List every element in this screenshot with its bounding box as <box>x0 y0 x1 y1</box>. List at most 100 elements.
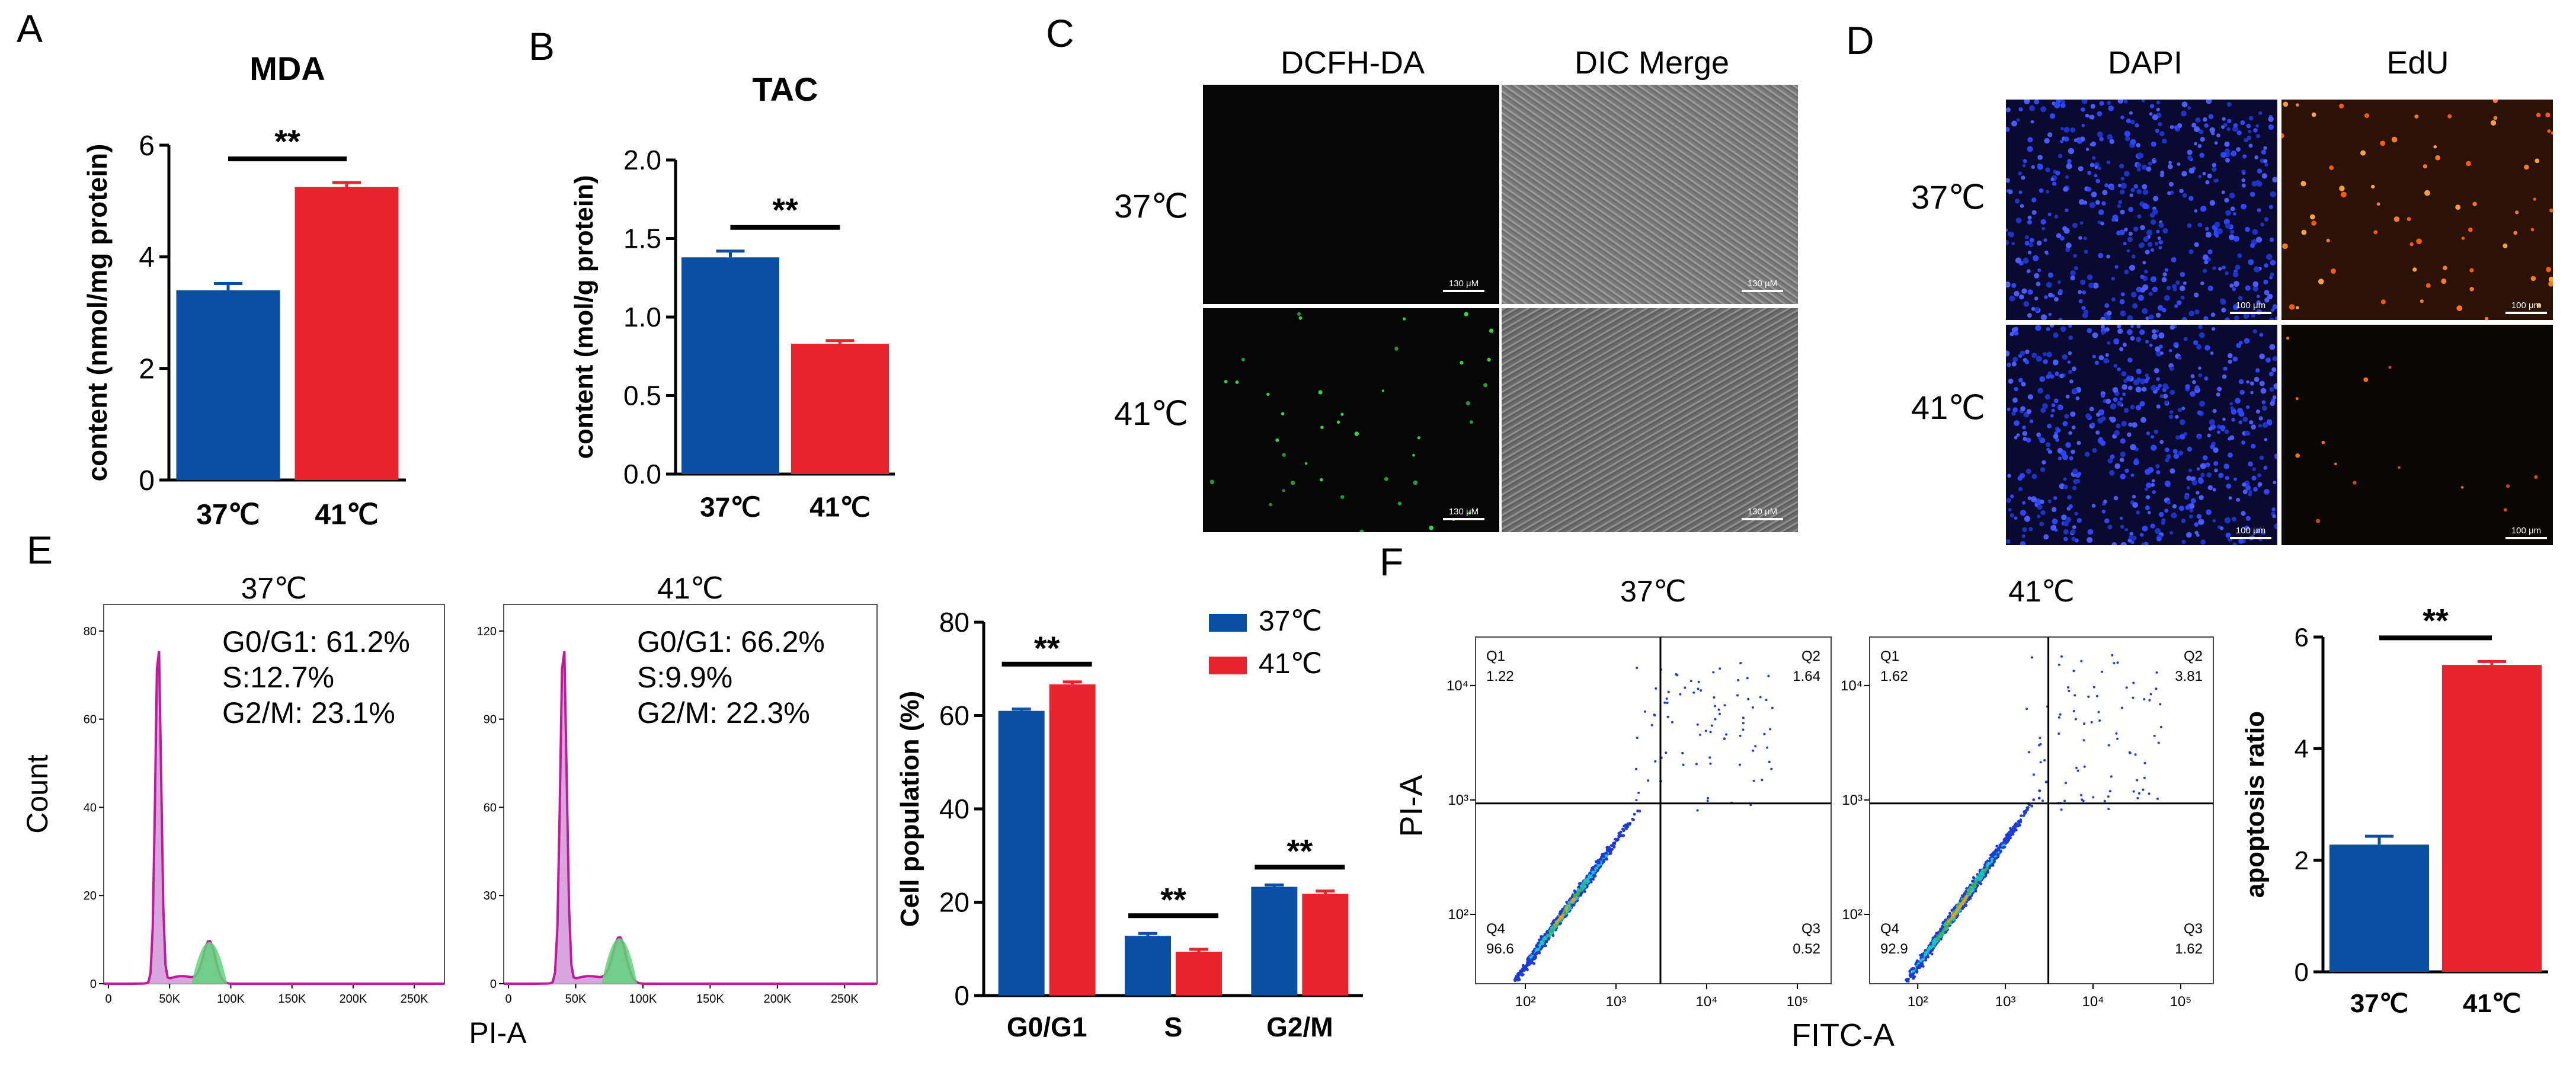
cell-dot <box>2238 420 2242 424</box>
cell-dot <box>2107 341 2111 345</box>
cell-dot <box>2024 241 2030 246</box>
flow-event-dot <box>2017 820 2020 823</box>
cell-dot <box>2031 306 2036 311</box>
cell-dot <box>2043 359 2048 364</box>
cell-dot <box>1465 401 1470 406</box>
cell-dot <box>2043 352 2047 356</box>
cell-dot <box>2063 536 2068 542</box>
cell-dot <box>2321 440 2325 444</box>
cell-dot <box>2006 126 2010 132</box>
cell-dot <box>2137 214 2142 219</box>
cell-dot <box>2269 387 2274 392</box>
cell-dot <box>2037 388 2044 394</box>
cell-dot <box>2530 276 2536 281</box>
flow-event-dot <box>2116 661 2119 664</box>
cell-dot <box>2407 217 2411 221</box>
cell-dot <box>2388 366 2392 369</box>
flow-event-dot <box>2063 799 2066 802</box>
flow-event-dot <box>2081 798 2084 801</box>
flow-event-dot <box>2090 721 2093 724</box>
legend-swatch <box>1209 657 1247 674</box>
flow-event-dot <box>1697 687 1700 690</box>
flow-event-dot <box>1706 799 1709 802</box>
flow-event-dot <box>1589 878 1592 881</box>
cell-dot <box>2272 514 2276 519</box>
flow-event-dot <box>1932 942 1936 945</box>
cell-dot <box>2380 299 2386 305</box>
cell-dot <box>2197 435 2201 440</box>
cell-dot <box>2120 438 2126 444</box>
cell-dot <box>2136 143 2140 148</box>
cell-dot <box>2023 301 2030 307</box>
flow-event-dot <box>1619 833 1622 837</box>
cell-dot <box>2060 236 2065 241</box>
cell-dot <box>2221 190 2225 194</box>
flow-event-dot <box>1519 972 1522 975</box>
flow-event-dot <box>2025 708 2028 711</box>
flow-event-dot <box>1602 859 1606 862</box>
flow-event-dot <box>1516 978 1520 981</box>
flow-event-dot <box>1940 933 1943 936</box>
flow-event-dot <box>1608 852 1611 856</box>
x-tick-label: 10³ <box>1995 994 2016 1010</box>
cell-dot <box>2273 481 2277 485</box>
cell-dot <box>2259 380 2265 386</box>
cell-dot <box>2224 517 2231 524</box>
cell-dot <box>2196 491 2200 495</box>
flow-event-dot <box>1997 848 2001 852</box>
flow-event-dot <box>1739 763 1741 766</box>
cell-dot <box>2040 510 2046 516</box>
panel-d-dapi-37-image: 100 μm <box>2006 100 2277 320</box>
cell-dot <box>2011 283 2017 288</box>
flow-event-dot <box>1948 914 1951 918</box>
cell-cycle-stat: G2/M: 22.3% <box>637 696 810 729</box>
cell-dot <box>2232 542 2237 545</box>
quadrant-name: Q2 <box>2184 648 2203 664</box>
cell-dot <box>2128 423 2133 427</box>
flow-event-dot <box>1983 863 1986 866</box>
cell-dot <box>2330 268 2336 274</box>
cell-dot <box>2109 470 2115 476</box>
cell-dot <box>2036 432 2041 437</box>
flow-event-dot <box>1563 911 1567 914</box>
flow-event-dot <box>1999 850 2002 853</box>
cell-dot <box>2074 538 2079 543</box>
cell-dot <box>2076 440 2081 445</box>
flow-event-dot <box>1908 970 1912 973</box>
cell-dot <box>2549 208 2553 213</box>
flow-event-dot <box>1689 680 1692 683</box>
flow-event-dot <box>2008 834 2012 837</box>
cell-dot <box>2152 159 2156 164</box>
cell-dot <box>2261 400 2266 405</box>
cell-dot <box>2140 274 2145 279</box>
cell-dot <box>2116 423 2121 428</box>
flow-event-dot <box>1516 975 1519 978</box>
cell-dot <box>2123 408 2129 413</box>
cell-dot <box>2194 292 2199 297</box>
cell-dot <box>2151 141 2156 147</box>
cell-dot <box>2144 379 2149 383</box>
cell-dot <box>2145 340 2149 344</box>
flow-event-dot <box>2157 741 2160 744</box>
cell-dot <box>2158 246 2162 249</box>
x-tick-label: 10³ <box>1606 994 1627 1010</box>
cell-dot <box>2210 444 2215 450</box>
cell-dot <box>2213 231 2219 236</box>
cell-dot <box>2248 116 2254 121</box>
cell-dot <box>2269 237 2274 242</box>
cell-dot <box>2097 417 2104 424</box>
flow-event-dot <box>1752 779 1755 782</box>
cell-dot <box>2130 325 2134 328</box>
cell-dot <box>1320 478 1323 482</box>
flow-event-dot <box>1572 898 1576 901</box>
y-tick-label: 10³ <box>1448 792 1468 808</box>
cell-dot <box>2050 325 2055 328</box>
cell-dot <box>2046 374 2051 379</box>
cell-dot <box>2137 167 2141 172</box>
cell-dot <box>1281 412 1285 415</box>
cell-dot <box>2015 217 2022 223</box>
cell-dot <box>2205 180 2210 185</box>
cell-dot <box>2030 496 2037 503</box>
cell-dot <box>2208 427 2213 431</box>
cell-dot <box>2056 233 2062 238</box>
